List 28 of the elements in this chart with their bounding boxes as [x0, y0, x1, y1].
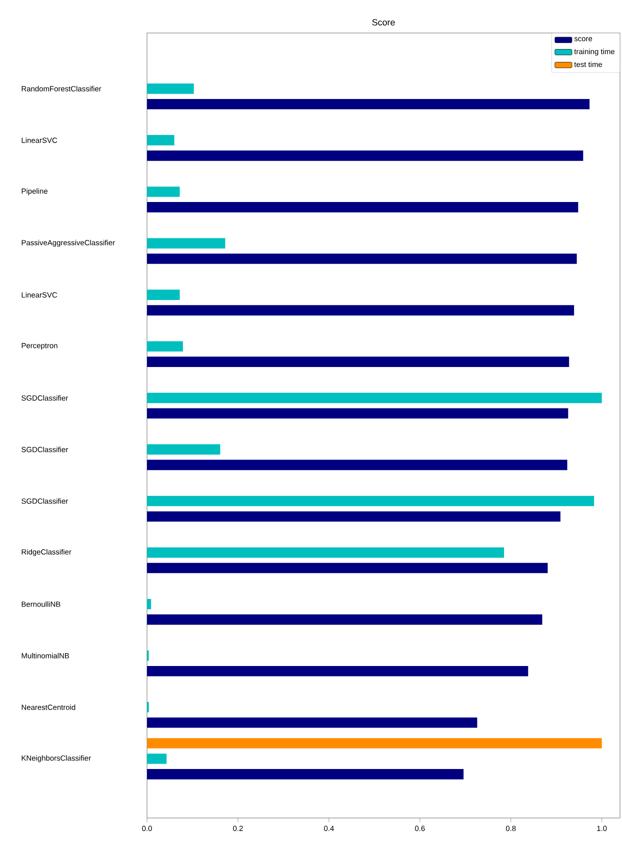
bar	[147, 769, 464, 780]
bar	[147, 84, 194, 94]
bar	[147, 511, 560, 522]
bar	[147, 717, 478, 728]
bar	[147, 254, 577, 264]
bar	[147, 547, 504, 558]
bar	[147, 562, 548, 574]
bar	[147, 392, 602, 404]
bar	[147, 238, 226, 248]
bar	[147, 738, 602, 748]
bar	[147, 135, 174, 146]
bar	[147, 598, 152, 610]
bar	[147, 290, 180, 300]
bar	[147, 356, 570, 367]
bar	[147, 496, 594, 506]
bar	[147, 186, 180, 197]
bar	[147, 754, 167, 764]
bar	[147, 408, 568, 419]
bar	[147, 460, 568, 470]
bar	[147, 305, 574, 316]
bar	[147, 150, 584, 161]
bar	[147, 202, 578, 212]
bar	[147, 341, 183, 352]
bar	[147, 444, 220, 455]
bar	[147, 666, 528, 676]
bar	[147, 614, 542, 625]
chart-title: Score	[372, 19, 395, 26]
bar	[147, 98, 590, 110]
